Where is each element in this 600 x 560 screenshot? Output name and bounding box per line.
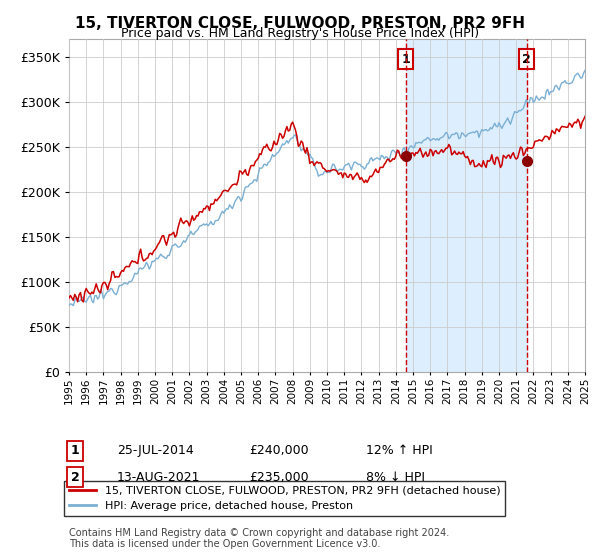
Text: Price paid vs. HM Land Registry's House Price Index (HPI): Price paid vs. HM Land Registry's House …	[121, 27, 479, 40]
Text: 2: 2	[71, 470, 79, 484]
Text: 13-AUG-2021: 13-AUG-2021	[117, 470, 200, 484]
Text: 25-JUL-2014: 25-JUL-2014	[117, 444, 194, 458]
Text: 2: 2	[523, 53, 531, 66]
Text: £240,000: £240,000	[249, 444, 308, 458]
Text: 12% ↑ HPI: 12% ↑ HPI	[366, 444, 433, 458]
Bar	[406, 39, 527, 372]
Text: 8% ↓ HPI: 8% ↓ HPI	[366, 470, 425, 484]
Text: £235,000: £235,000	[249, 470, 308, 484]
Legend: 15, TIVERTON CLOSE, FULWOOD, PRESTON, PR2 9FH (detached house), HPI: Average pri: 15, TIVERTON CLOSE, FULWOOD, PRESTON, PR…	[64, 481, 505, 516]
Text: Contains HM Land Registry data © Crown copyright and database right 2024.: Contains HM Land Registry data © Crown c…	[69, 528, 449, 538]
Text: 1: 1	[71, 444, 79, 458]
Text: 15, TIVERTON CLOSE, FULWOOD, PRESTON, PR2 9FH: 15, TIVERTON CLOSE, FULWOOD, PRESTON, PR…	[75, 16, 525, 31]
Text: This data is licensed under the Open Government Licence v3.0.: This data is licensed under the Open Gov…	[69, 539, 380, 549]
Text: 1: 1	[401, 53, 410, 66]
